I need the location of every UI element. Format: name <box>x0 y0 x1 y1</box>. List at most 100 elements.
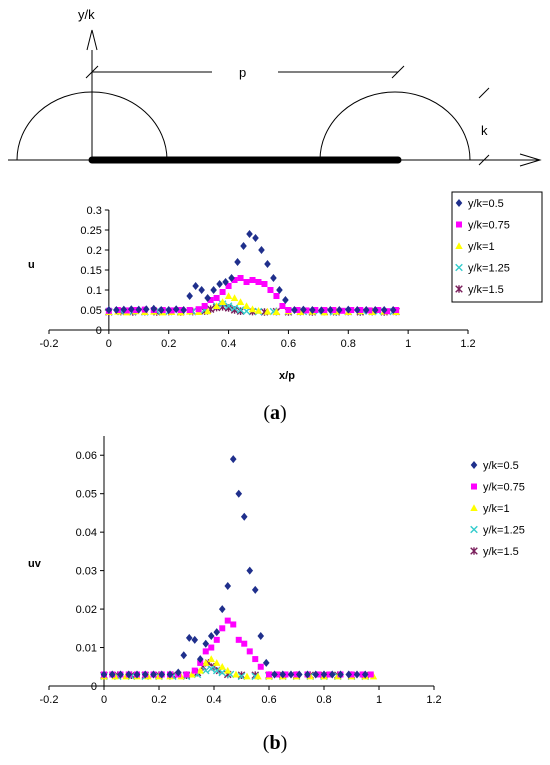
chart-b-point-series-1 <box>202 639 210 648</box>
chart-b-point-series-1 <box>166 670 174 679</box>
chart-b-point-series-1 <box>337 670 344 679</box>
panel-a-letter: a <box>270 402 280 424</box>
chart-b-legend-label-1: y/k=0.5 <box>483 460 519 472</box>
chart-a-point-series-1 <box>276 286 283 294</box>
chart-a-point-series-1 <box>258 246 265 254</box>
chart-a-x-tick-label: 0.8 <box>341 338 356 350</box>
chart-b-points <box>100 455 378 681</box>
chart-b-point-series-2 <box>183 671 190 678</box>
chart-b-point-series-1 <box>251 585 259 594</box>
chart-b-y-tick-label: 0.06 <box>76 450 97 462</box>
chart-b-point-series-1 <box>229 455 237 464</box>
chart-a-point-series-2 <box>348 307 355 313</box>
chart-a-point-series-1 <box>113 306 120 314</box>
chart-b-point-series-1 <box>240 512 248 521</box>
chart-a-legend-label-4: y/k=1.25 <box>468 263 510 275</box>
chart-b-point-series-1 <box>246 566 254 575</box>
chart-a-point-series-1 <box>216 280 223 288</box>
chart-a-point-series-1 <box>270 274 277 282</box>
chart-a-point-series-1 <box>309 306 316 314</box>
chart-a-point-series-1 <box>240 242 247 250</box>
chart-b-point-series-2 <box>367 671 374 678</box>
chart-b-point-series-1 <box>304 670 311 679</box>
chart-a-point-series-1 <box>105 306 113 314</box>
chart-a-point-series-2 <box>249 277 256 283</box>
chart-a-point-series-1 <box>300 305 307 314</box>
chart-a-x-tick-label: -0.2 <box>40 338 59 350</box>
chart-b-legend: y/k=0.5 y/k=0.75 y/k=1 y/k=1.25 y/k=1.5 <box>470 460 525 558</box>
chart-a-point-series-2 <box>186 307 193 313</box>
chart-a-point-series-1 <box>389 306 397 314</box>
chart-b-point-series-1 <box>133 670 141 679</box>
chart-a-point-series-4 <box>236 306 245 314</box>
chart-a-x-tick-label: 1 <box>405 338 411 350</box>
chart-b-point-series-1 <box>185 633 193 642</box>
chart-b-point-series-4 <box>201 666 210 675</box>
chart-a-point-series-2 <box>261 281 268 287</box>
chart-a-point-series-2 <box>273 293 280 299</box>
chart-b-point-series-1 <box>213 628 221 637</box>
chart-a-y-tick-label: 0.25 <box>80 225 101 237</box>
chart-b-point-series-2 <box>191 667 198 674</box>
chart-a-point-series-2 <box>207 297 214 303</box>
chart-b-point-series-2 <box>241 640 248 647</box>
chart-b-point-series-4 <box>218 668 227 677</box>
chart-b-x-tick-label: 0.4 <box>206 694 221 706</box>
chart-b-x-tick-label: 0.6 <box>261 694 276 706</box>
chart-a-point-series-2 <box>231 277 238 283</box>
chart-b-x-tick-label: 0.8 <box>316 694 331 706</box>
chart-b-x-tick-label: -0.2 <box>40 694 59 706</box>
chart-b-point-series-2 <box>213 636 220 643</box>
chart-b-point-series-2 <box>208 644 215 651</box>
chart-b-point-series-1 <box>158 670 166 679</box>
chart-a-point-series-1 <box>252 234 259 242</box>
chart-b-y-tick-label: 0.02 <box>76 604 97 616</box>
chart-b-point-series-1 <box>141 670 149 679</box>
chart-a-y-tick-label: 0.3 <box>87 205 102 217</box>
chart-a-x-tick-label: 1.2 <box>460 338 475 350</box>
chart-b-legend-marker-3 <box>470 504 478 511</box>
chart-b-legend-marker-1 <box>470 461 478 469</box>
chart-a-x-tick-label: 0.4 <box>221 338 236 350</box>
height-label: k <box>481 123 488 138</box>
chart-b-point-series-2 <box>257 663 264 670</box>
chart-a-point-series-1 <box>150 304 158 313</box>
roughness-schematic: y/k p k <box>8 7 542 167</box>
chart-b-point-series-2 <box>252 656 259 663</box>
chart-a-point-series-2 <box>237 275 244 281</box>
chart-a-y-tick-label: 0.15 <box>80 265 101 277</box>
chart-a-point-series-2 <box>201 303 208 309</box>
chart-a-point-series-1 <box>172 305 180 314</box>
chart-a-legend-label-5: y/k=1.5 <box>468 284 504 296</box>
chart-a-point-series-2 <box>384 308 391 315</box>
chart-b-point-series-1 <box>125 670 133 679</box>
chart-a-point-series-1 <box>380 306 388 314</box>
chart-b-point-series-3 <box>224 666 232 674</box>
chart-a-point-series-3 <box>230 294 239 301</box>
chart-b-point-series-1 <box>150 670 157 679</box>
height-tick-bottom <box>478 154 490 166</box>
chart-a-point-series-1 <box>186 292 193 300</box>
chart-b-point-series-3 <box>254 672 262 680</box>
chart-b-point-series-3 <box>196 666 204 674</box>
chart-a-point-series-3 <box>242 302 251 309</box>
chart-a-y-tick-label: 0.2 <box>87 245 102 257</box>
chart-a-point-series-1 <box>362 306 370 314</box>
chart-a-point-series-1 <box>291 306 298 314</box>
chart-b-point-series-4 <box>207 664 216 673</box>
chart-a-point-series-1 <box>135 305 143 314</box>
chart-a-legend-label-3: y/k=1 <box>468 241 495 253</box>
chart-a-point-series-1 <box>228 274 235 282</box>
chart-b-point-series-3 <box>232 670 240 678</box>
chart-b-legend-marker-4 <box>470 525 478 534</box>
chart-a-point-series-5 <box>236 307 245 315</box>
chart-a-y-tick-label: 0.1 <box>87 285 102 297</box>
chart-a-point-series-1 <box>165 306 173 314</box>
chart-a-x-tick-label: 0.6 <box>281 338 296 350</box>
chart-a-point-series-4 <box>230 304 239 312</box>
chart-b-legend-label-4: y/k=1.25 <box>483 525 525 537</box>
chart-b-point-series-2 <box>219 625 226 632</box>
chart-b-point-series-1 <box>312 670 320 679</box>
chart-a-point-series-3 <box>224 292 233 299</box>
chart-b-point-series-1 <box>218 605 226 614</box>
